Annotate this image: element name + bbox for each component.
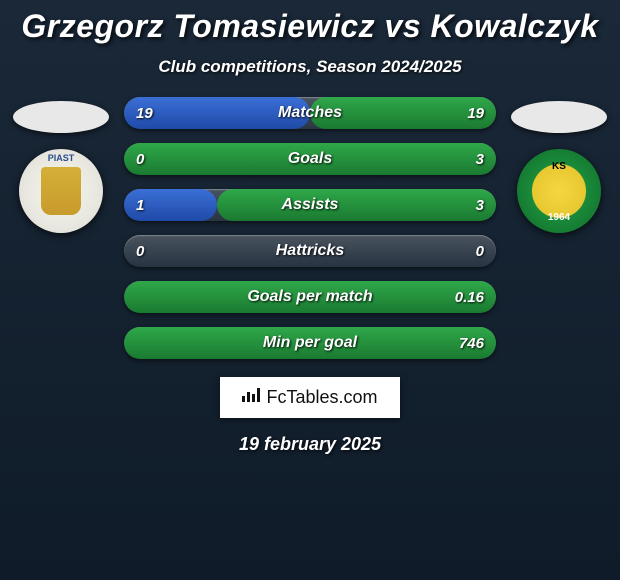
footer: FcTables.com 19 february 2025 — [0, 377, 620, 455]
left-column — [6, 97, 116, 233]
stat-value-right: 0 — [476, 235, 484, 267]
right-club-badge — [517, 149, 601, 233]
stat-fill-right — [310, 97, 496, 129]
stat-bar: 13Assists — [124, 189, 496, 221]
left-club-badge — [19, 149, 103, 233]
right-column — [504, 97, 614, 233]
stat-bar: 1919Matches — [124, 97, 496, 129]
left-player-placeholder — [13, 101, 109, 133]
main-row: 1919Matches 03Goals 13Assists 0 0Hattricks 0.… — [0, 97, 620, 359]
stat-fill-left — [124, 189, 217, 221]
stat-bar: 0 0Hattricks — [124, 235, 496, 267]
stat-value-left: 0 — [136, 235, 144, 267]
stat-bar: 0.16Goals per match — [124, 281, 496, 313]
chart-icon — [242, 388, 260, 407]
stat-fill-right — [124, 327, 496, 359]
stat-fill-right — [217, 189, 496, 221]
stat-bar: 03Goals — [124, 143, 496, 175]
stat-bars: 1919Matches 03Goals 13Assists 0 0Hattricks 0.… — [120, 97, 500, 359]
stat-label: Hattricks — [124, 235, 496, 267]
stat-bar: 746Min per goal — [124, 327, 496, 359]
stat-fill-left — [124, 97, 310, 129]
comparison-card: Grzegorz Tomasiewicz vs Kowalczyk Club c… — [0, 0, 620, 455]
date-label: 19 february 2025 — [0, 434, 620, 455]
page-title: Grzegorz Tomasiewicz vs Kowalczyk — [0, 8, 620, 45]
brand-box[interactable]: FcTables.com — [220, 377, 399, 418]
subtitle: Club competitions, Season 2024/2025 — [0, 57, 620, 77]
right-player-placeholder — [511, 101, 607, 133]
brand-label: FcTables.com — [266, 387, 377, 408]
stat-fill-right — [124, 281, 496, 313]
stat-fill-right — [124, 143, 496, 175]
